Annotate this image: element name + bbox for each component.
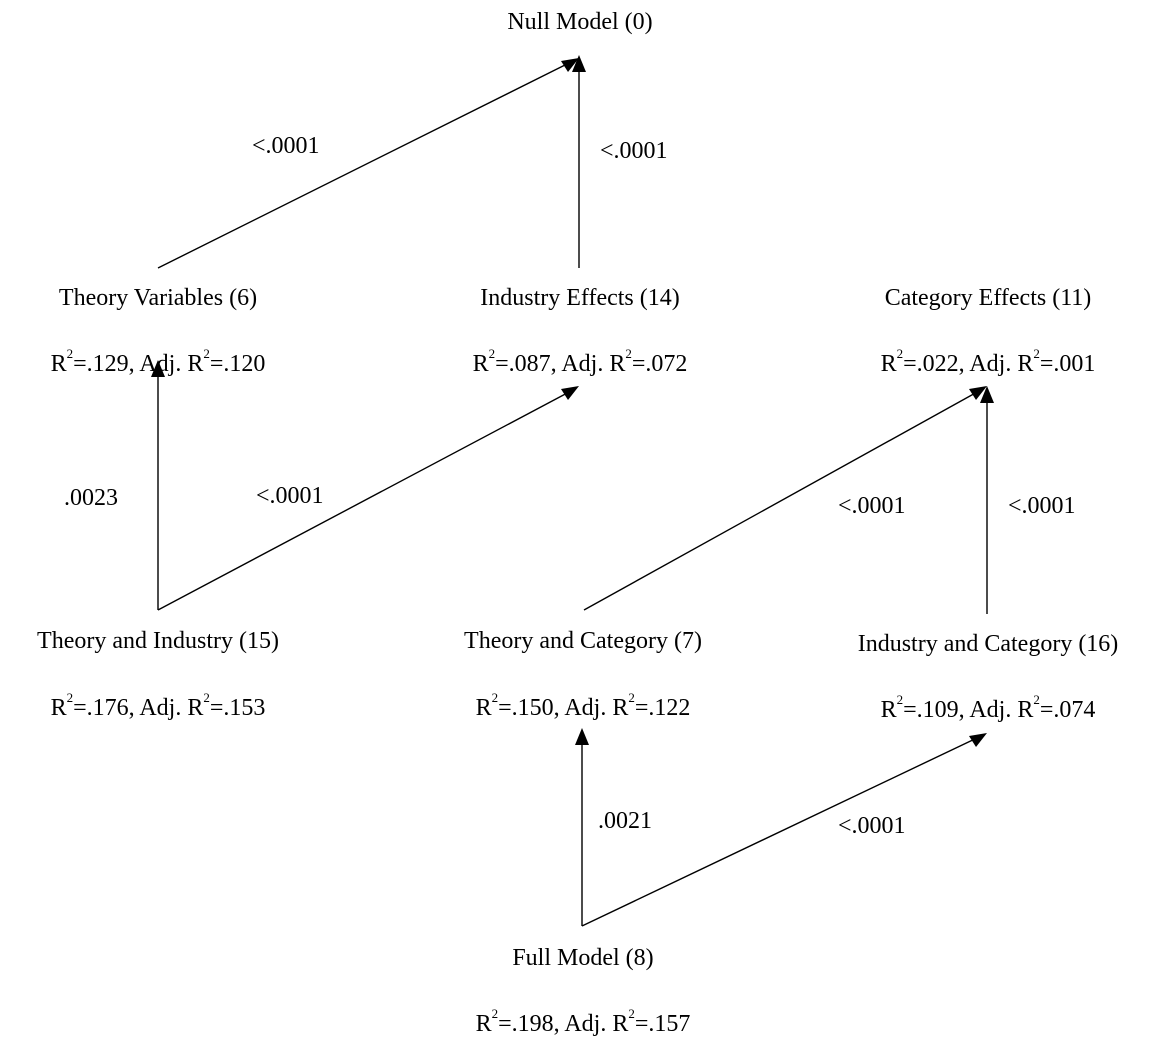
- edge-label-full-model-to-theory-category: .0021: [598, 808, 652, 834]
- arrowhead-icon: [561, 58, 579, 72]
- node-theory-variables-adj-r2: =.120: [209, 351, 266, 377]
- edge-label-industry-effects-to-null: <.0001: [600, 138, 668, 164]
- node-industry-effects-adj-r2: =.072: [631, 351, 688, 377]
- arrowhead-icon: [980, 386, 994, 403]
- node-full-model-title: Full Model (8): [512, 945, 654, 971]
- edge-label-theory-industry-to-theory-variables: .0023: [64, 485, 118, 511]
- arrowhead-icon: [572, 55, 586, 72]
- arrowhead-icon: [151, 360, 165, 377]
- arrowhead-icon: [575, 728, 589, 745]
- edge-label-theory-variables-to-null: <.0001: [252, 133, 320, 159]
- r-squared-exponent: 2: [628, 1006, 635, 1021]
- edge-label-theory-category-to-category-effects: <.0001: [838, 493, 906, 519]
- r-squared-exponent: 2: [1033, 346, 1040, 361]
- edge-full-model-to-industry-category: [581, 736, 980, 927]
- r-squared-exponent: 2: [491, 690, 499, 705]
- node-theory-and-category-adj-r2: =.122: [634, 695, 691, 721]
- node-industry-effects-title: Industry Effects (14): [480, 285, 680, 311]
- node-full-model-adj-r2: =.157: [634, 1011, 691, 1037]
- r-squared-exponent: 2: [1033, 692, 1040, 707]
- r-squared-exponent: 2: [203, 346, 210, 361]
- arrowhead-icon: [969, 386, 987, 400]
- r-symbol: R: [475, 1011, 492, 1037]
- node-industry-and-category-adj-r2: =.074: [1039, 697, 1096, 723]
- node-theory-variables-stats: R2=.129, Adj. R2=.120: [50, 347, 266, 378]
- node-industry-and-category-r2: =.109, Adj. R: [903, 697, 1034, 723]
- r-squared-exponent: 2: [488, 346, 496, 361]
- r-symbol: R: [880, 351, 897, 377]
- node-null-model-title: Null Model (0): [507, 9, 653, 35]
- arrowhead-icon: [969, 733, 987, 747]
- edge-theory-industry-to-industry-effects: [157, 390, 572, 611]
- edge-theory-category-to-category-effects: [583, 390, 980, 611]
- node-full-model-stats: R2=.198, Adj. R2=.157: [475, 1007, 691, 1038]
- node-category-effects-stats: R2=.022, Adj. R2=.001: [880, 347, 1096, 378]
- node-industry-and-category-stats: R2=.109, Adj. R2=.074: [880, 693, 1096, 724]
- node-theory-variables-r2: =.129, Adj. R: [73, 351, 204, 377]
- r-squared-exponent: 2: [896, 692, 904, 707]
- node-theory-and-industry-title: Theory and Industry (15): [37, 628, 279, 654]
- r-squared-exponent: 2: [203, 690, 210, 705]
- r-squared-exponent: 2: [896, 346, 904, 361]
- r-squared-exponent: 2: [625, 346, 632, 361]
- edge-theory-variables-to-null-model: [157, 61, 572, 269]
- edge-label-full-model-to-industry-category: <.0001: [838, 813, 906, 839]
- r-symbol: R: [50, 351, 67, 377]
- node-industry-and-category-title: Industry and Category (16): [857, 631, 1119, 657]
- node-theory-and-industry-r2: =.176, Adj. R: [73, 695, 204, 721]
- edge-label-industry-category-to-category-effects: <.0001: [1008, 493, 1076, 519]
- node-theory-and-category-title: Theory and Category (7): [464, 628, 702, 654]
- r-squared-exponent: 2: [66, 690, 74, 705]
- r-symbol: R: [475, 695, 492, 721]
- node-theory-and-category-r2: =.150, Adj. R: [498, 695, 629, 721]
- node-industry-effects-r2: =.087, Adj. R: [495, 351, 626, 377]
- node-full-model-r2: =.198, Adj. R: [498, 1011, 629, 1037]
- node-category-effects-adj-r2: =.001: [1039, 351, 1096, 377]
- arrowhead-icon: [561, 386, 579, 400]
- node-category-effects-r2: =.022, Adj. R: [903, 351, 1034, 377]
- r-symbol: R: [50, 695, 67, 721]
- r-squared-exponent: 2: [66, 346, 74, 361]
- node-category-effects-title: Category Effects (11): [884, 285, 1092, 311]
- node-industry-effects-stats: R2=.087, Adj. R2=.072: [472, 347, 688, 378]
- r-squared-exponent: 2: [628, 690, 635, 705]
- r-symbol: R: [472, 351, 489, 377]
- node-theory-variables-title: Theory Variables (6): [58, 285, 258, 311]
- r-symbol: R: [880, 697, 897, 723]
- r-squared-exponent: 2: [491, 1006, 499, 1021]
- edge-label-theory-industry-to-industry-effects: <.0001: [256, 483, 324, 509]
- node-theory-and-industry-adj-r2: =.153: [209, 695, 266, 721]
- node-theory-and-category-stats: R2=.150, Adj. R2=.122: [475, 691, 691, 722]
- node-theory-and-industry-stats: R2=.176, Adj. R2=.153: [50, 691, 266, 722]
